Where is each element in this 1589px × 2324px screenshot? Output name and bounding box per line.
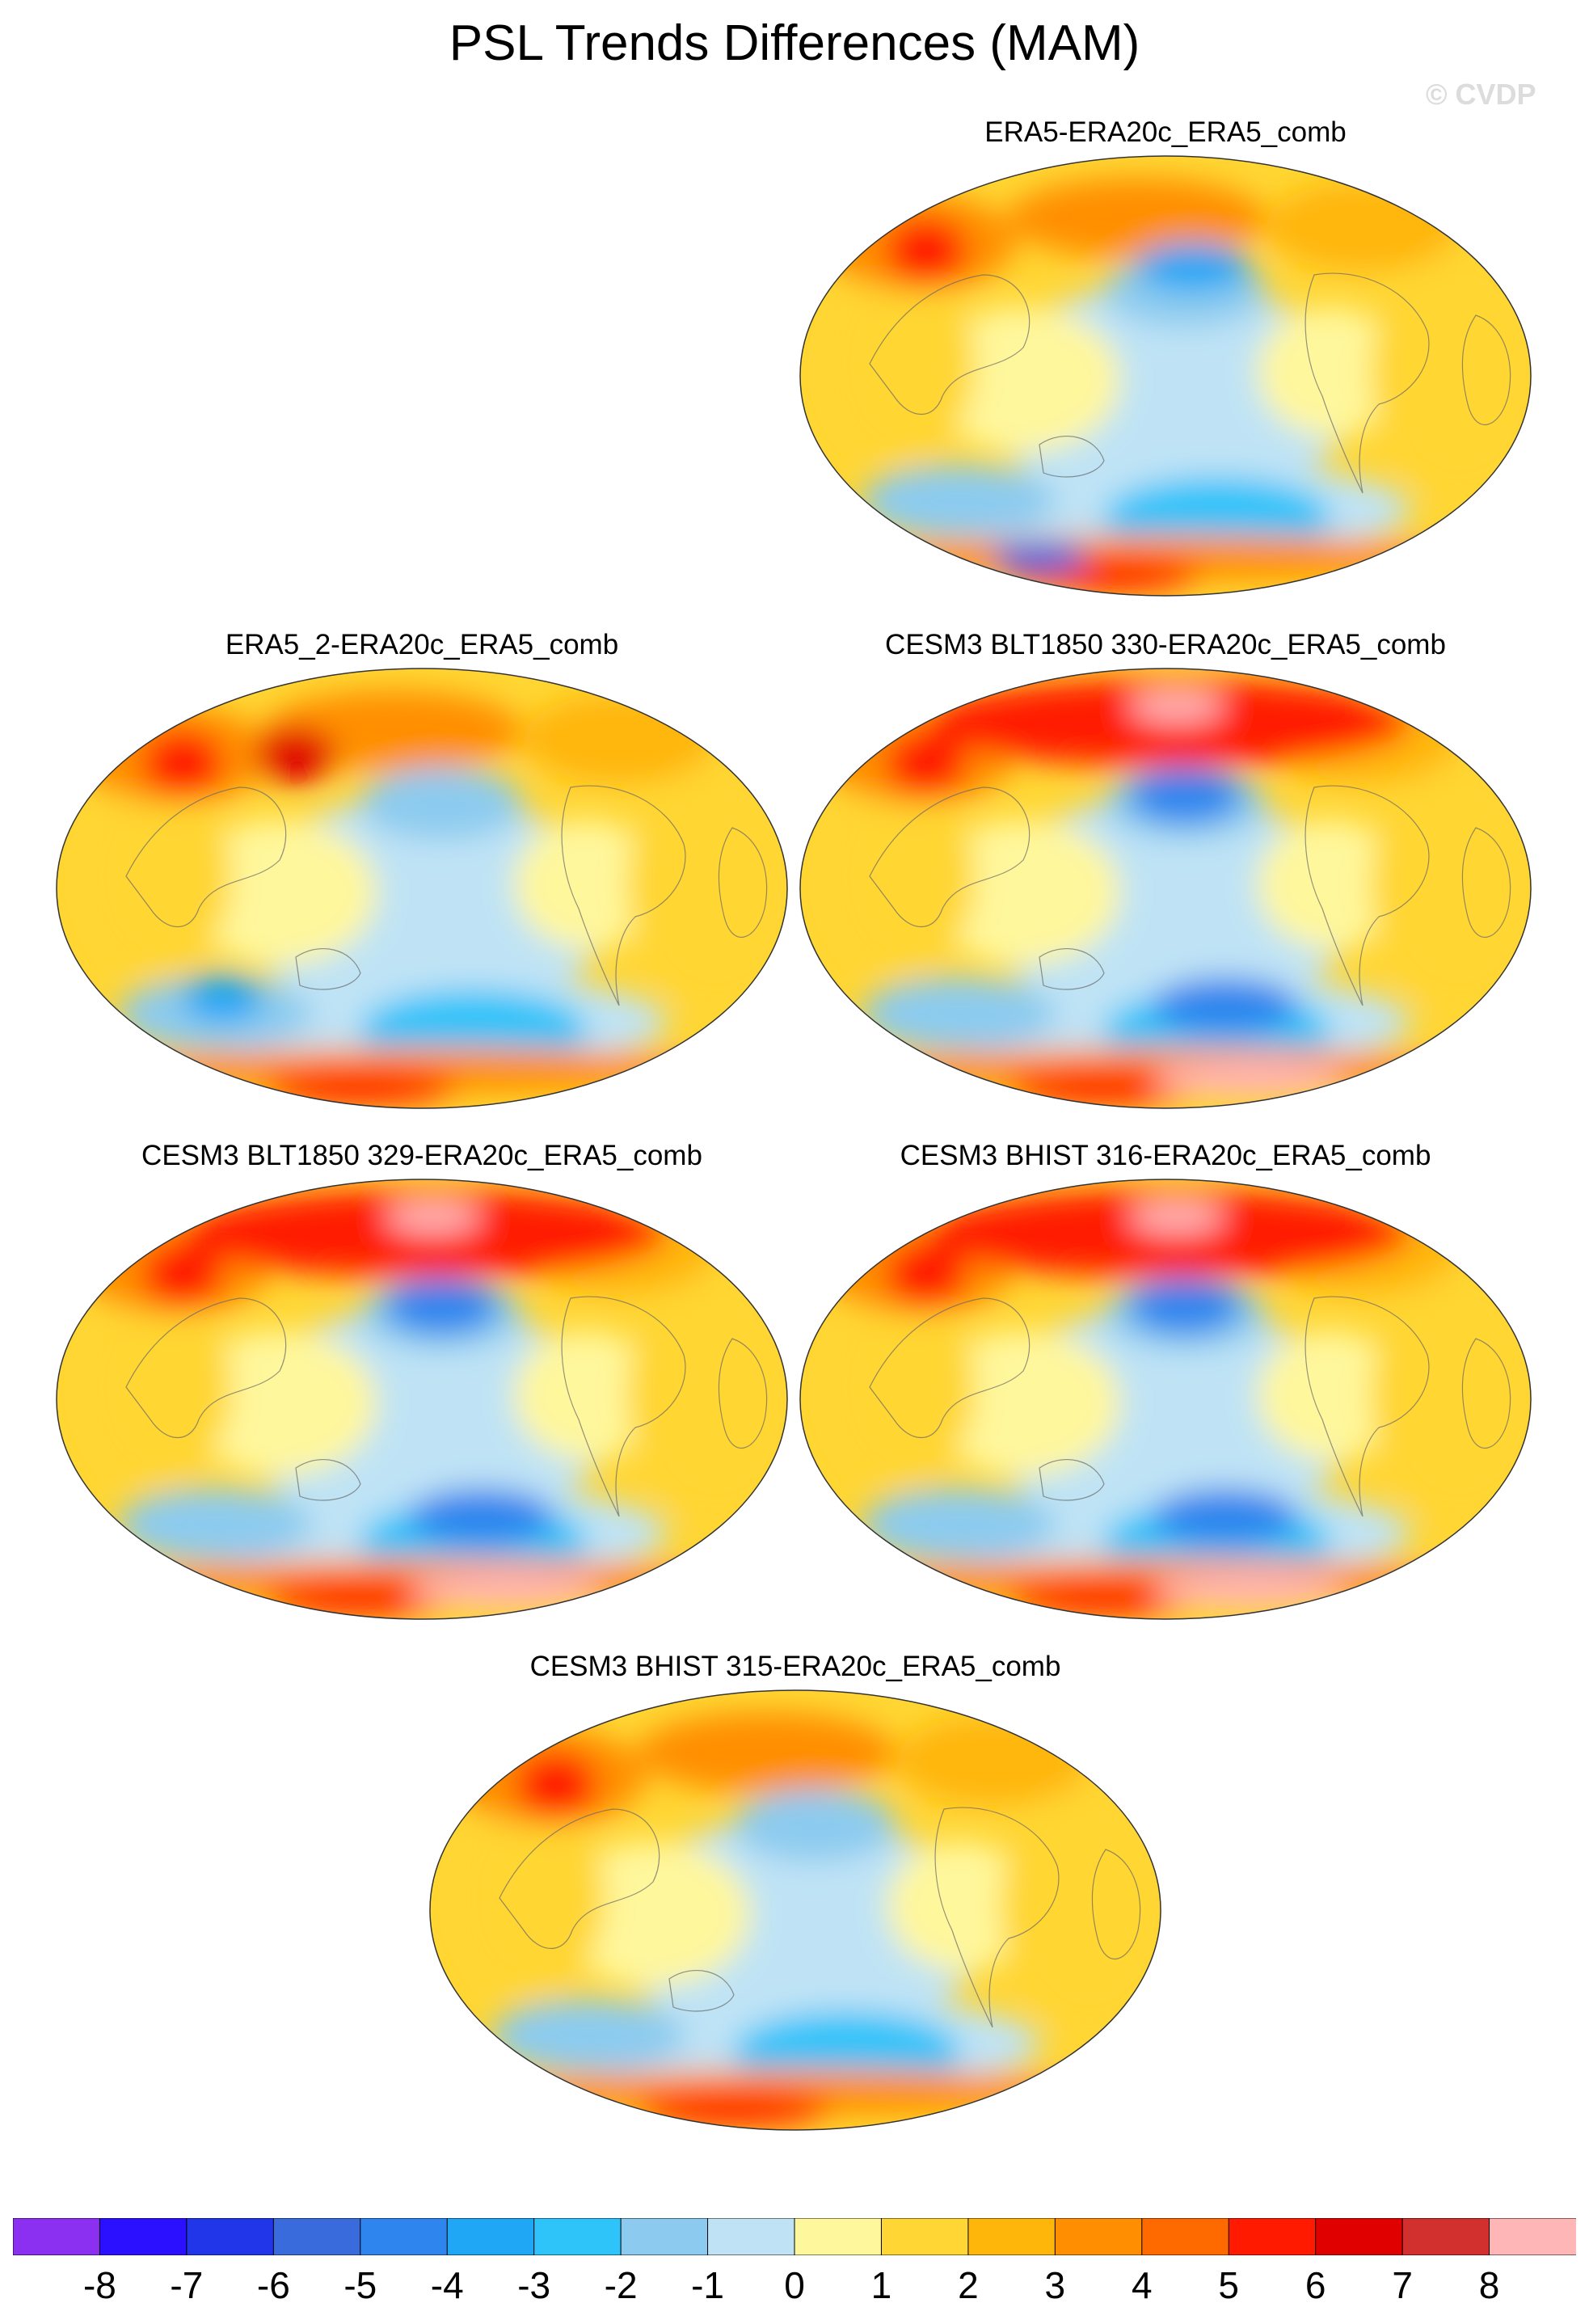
colorbar-swatch <box>794 2218 883 2255</box>
colorbar-tick-label: 8 <box>1478 2264 1500 2306</box>
panel-title: CESM3 BHIST 316-ERA20c_ERA5_comb <box>900 1140 1431 1171</box>
colorbar-tick-label: 3 <box>1044 2264 1066 2306</box>
panel-title: CESM3 BLT1850 330-ERA20c_ERA5_comb <box>885 629 1446 660</box>
colorbar-tick-label: -1 <box>691 2264 724 2306</box>
colorbar-swatch <box>186 2218 275 2255</box>
colorbar-tick-label: -4 <box>430 2264 464 2306</box>
colorbar-tick-label: -3 <box>517 2264 551 2306</box>
colorbar-tick-label: 0 <box>784 2264 805 2306</box>
colorbar-swatch <box>1141 2218 1230 2255</box>
map <box>56 668 788 1109</box>
colorbar-tick-label: 2 <box>958 2264 979 2306</box>
cvdp-watermark: © CVDP <box>1426 78 1536 111</box>
colorbar-swatch <box>360 2218 449 2255</box>
map <box>56 1179 788 1620</box>
map <box>429 1689 1161 2131</box>
colorbar-swatch <box>1054 2218 1143 2255</box>
colorbar-tick-label: 6 <box>1304 2264 1326 2306</box>
map <box>799 155 1532 597</box>
colorbar-swatch <box>446 2218 535 2255</box>
colorbar-swatch <box>880 2218 969 2255</box>
colorbar <box>13 2218 1576 2255</box>
colorbar-tick-label: 1 <box>870 2264 892 2306</box>
colorbar-swatch <box>99 2218 188 2255</box>
colorbar-swatch <box>707 2218 795 2255</box>
figure-title: PSL Trends Differences (MAM) <box>449 15 1140 71</box>
map <box>799 668 1532 1109</box>
colorbar-swatch <box>1228 2218 1317 2255</box>
colorbar-tick-label: -6 <box>256 2264 290 2306</box>
colorbar-swatch <box>620 2218 709 2255</box>
map-panel-2: ERA5_2-ERA20c_ERA5_comb <box>53 626 790 1119</box>
map <box>799 1179 1532 1620</box>
colorbar-swatch <box>272 2218 361 2255</box>
colorbar-tick-label: 4 <box>1131 2264 1153 2306</box>
colorbar-swatch <box>1489 2218 1576 2255</box>
panel-title: CESM3 BLT1850 329-ERA20c_ERA5_comb <box>141 1140 702 1171</box>
colorbar-swatch <box>533 2218 622 2255</box>
colorbar-swatch <box>967 2218 1056 2255</box>
map-panel-3: CESM3 BLT1850 330-ERA20c_ERA5_comb <box>797 626 1534 1119</box>
map-panel-6: CESM3 BHIST 315-ERA20c_ERA5_comb <box>427 1647 1164 2141</box>
colorbar-tick-label: -7 <box>170 2264 204 2306</box>
map-panel-5: CESM3 BHIST 316-ERA20c_ERA5_comb <box>797 1137 1534 1630</box>
colorbar-swatch <box>1315 2218 1404 2255</box>
map-panel-4: CESM3 BLT1850 329-ERA20c_ERA5_comb <box>53 1137 790 1630</box>
colorbar-tick-label: -5 <box>344 2264 377 2306</box>
colorbar-swatch <box>13 2218 101 2255</box>
colorbar-tick-label: 7 <box>1392 2264 1413 2306</box>
map-panel-1: ERA5-ERA20c_ERA5_comb <box>797 113 1534 606</box>
colorbar-tick-label: -8 <box>82 2264 116 2306</box>
panel-title: ERA5_2-ERA20c_ERA5_comb <box>225 629 619 660</box>
colorbar-tick-label: -2 <box>604 2264 638 2306</box>
colorbar-tick-label: 5 <box>1218 2264 1240 2306</box>
panel-title: CESM3 BHIST 315-ERA20c_ERA5_comb <box>529 1651 1061 1682</box>
panel-title: ERA5-ERA20c_ERA5_comb <box>984 116 1347 148</box>
colorbar-swatch <box>1401 2218 1490 2255</box>
